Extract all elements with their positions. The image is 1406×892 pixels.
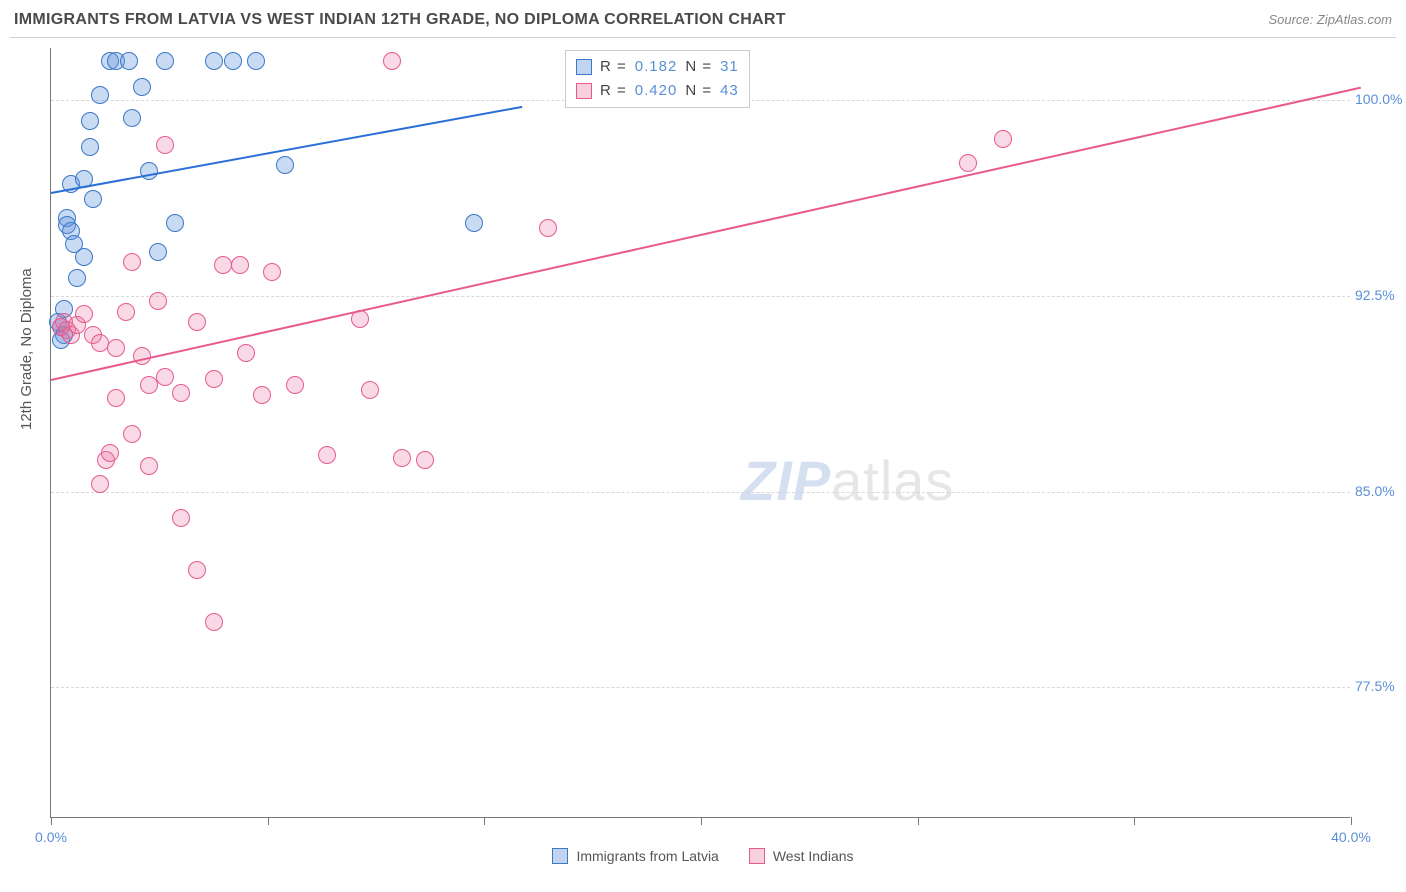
x-tick [1134,817,1135,825]
swatch-blue-icon [552,848,568,864]
r-value-pink: 0.420 [635,79,678,103]
x-tick [51,817,52,825]
scatter-point [205,52,223,70]
legend-label-blue: Immigrants from Latvia [576,848,718,864]
scatter-point [133,78,151,96]
y-tick-label: 100.0% [1355,91,1406,107]
legend-item-pink: West Indians [749,848,854,864]
scatter-point [81,138,99,156]
scatter-point [101,444,119,462]
scatter-point [156,136,174,154]
scatter-point [539,219,557,237]
scatter-point [140,457,158,475]
trend-line [51,87,1361,381]
legend-item-blue: Immigrants from Latvia [552,848,718,864]
scatter-point [81,112,99,130]
gridline [51,296,1350,297]
scatter-point [84,190,102,208]
scatter-point [276,156,294,174]
scatter-point [231,256,249,274]
scatter-point [205,613,223,631]
swatch-blue-icon [576,59,592,75]
scatter-point [149,243,167,261]
scatter-point [156,52,174,70]
x-tick [268,817,269,825]
r-label: R = [600,79,627,103]
scatter-point [91,334,109,352]
n-label: N = [685,79,712,103]
scatter-point [117,303,135,321]
scatter-point [166,214,184,232]
x-tick [701,817,702,825]
swatch-pink-icon [749,848,765,864]
x-tick-label: 40.0% [1331,829,1371,845]
r-value-blue: 0.182 [635,55,678,79]
scatter-point [172,384,190,402]
scatter-point [65,235,83,253]
plot-area: ZIPatlas 77.5%85.0%92.5%100.0%0.0%40.0% [50,48,1350,818]
scatter-point [237,344,255,362]
scatter-point [247,52,265,70]
x-tick [484,817,485,825]
scatter-point [75,305,93,323]
scatter-point [361,381,379,399]
scatter-point [188,561,206,579]
scatter-point [68,269,86,287]
legend-stats-row-blue: R = 0.182 N = 31 [576,55,739,79]
legend-label-pink: West Indians [773,848,854,864]
x-tick [918,817,919,825]
x-tick-label: 0.0% [35,829,67,845]
chart-container: { "title": "IMMIGRANTS FROM LATVIA VS WE… [0,0,1406,892]
y-tick-label: 77.5% [1355,678,1406,694]
scatter-point [188,313,206,331]
gridline [51,492,1350,493]
scatter-point [123,425,141,443]
scatter-point [156,368,174,386]
scatter-point [123,253,141,271]
scatter-point [133,347,151,365]
y-tick-label: 85.0% [1355,483,1406,499]
scatter-point [286,376,304,394]
scatter-point [318,446,336,464]
swatch-pink-icon [576,83,592,99]
scatter-point [416,451,434,469]
n-value-pink: 43 [720,79,739,103]
scatter-point [123,109,141,127]
legend-stats-box: R = 0.182 N = 31 R = 0.420 N = 43 [565,50,750,108]
y-axis-title: 12th Grade, No Diploma [18,268,35,430]
bottom-legend: Immigrants from Latvia West Indians [0,848,1406,864]
scatter-point [172,509,190,527]
scatter-point [120,52,138,70]
source-label: Source: ZipAtlas.com [1268,12,1392,27]
scatter-point [263,263,281,281]
watermark-atlas: atlas [831,449,954,512]
scatter-point [994,130,1012,148]
legend-stats-row-pink: R = 0.420 N = 43 [576,79,739,103]
scatter-point [91,475,109,493]
scatter-point [205,370,223,388]
scatter-point [393,449,411,467]
scatter-point [253,386,271,404]
trend-line [51,105,523,193]
r-label: R = [600,55,627,79]
watermark-zip: ZIP [741,449,831,512]
title-bar: IMMIGRANTS FROM LATVIA VS WEST INDIAN 12… [10,8,1396,38]
y-tick-label: 92.5% [1355,287,1406,303]
scatter-point [91,86,109,104]
scatter-point [465,214,483,232]
scatter-point [224,52,242,70]
watermark: ZIPatlas [741,448,954,513]
scatter-point [383,52,401,70]
scatter-point [959,154,977,172]
n-value-blue: 31 [720,55,739,79]
chart-title: IMMIGRANTS FROM LATVIA VS WEST INDIAN 12… [14,11,786,29]
scatter-point [140,376,158,394]
gridline [51,687,1350,688]
n-label: N = [685,55,712,79]
scatter-point [149,292,167,310]
scatter-point [107,339,125,357]
scatter-point [107,389,125,407]
x-tick [1351,817,1352,825]
